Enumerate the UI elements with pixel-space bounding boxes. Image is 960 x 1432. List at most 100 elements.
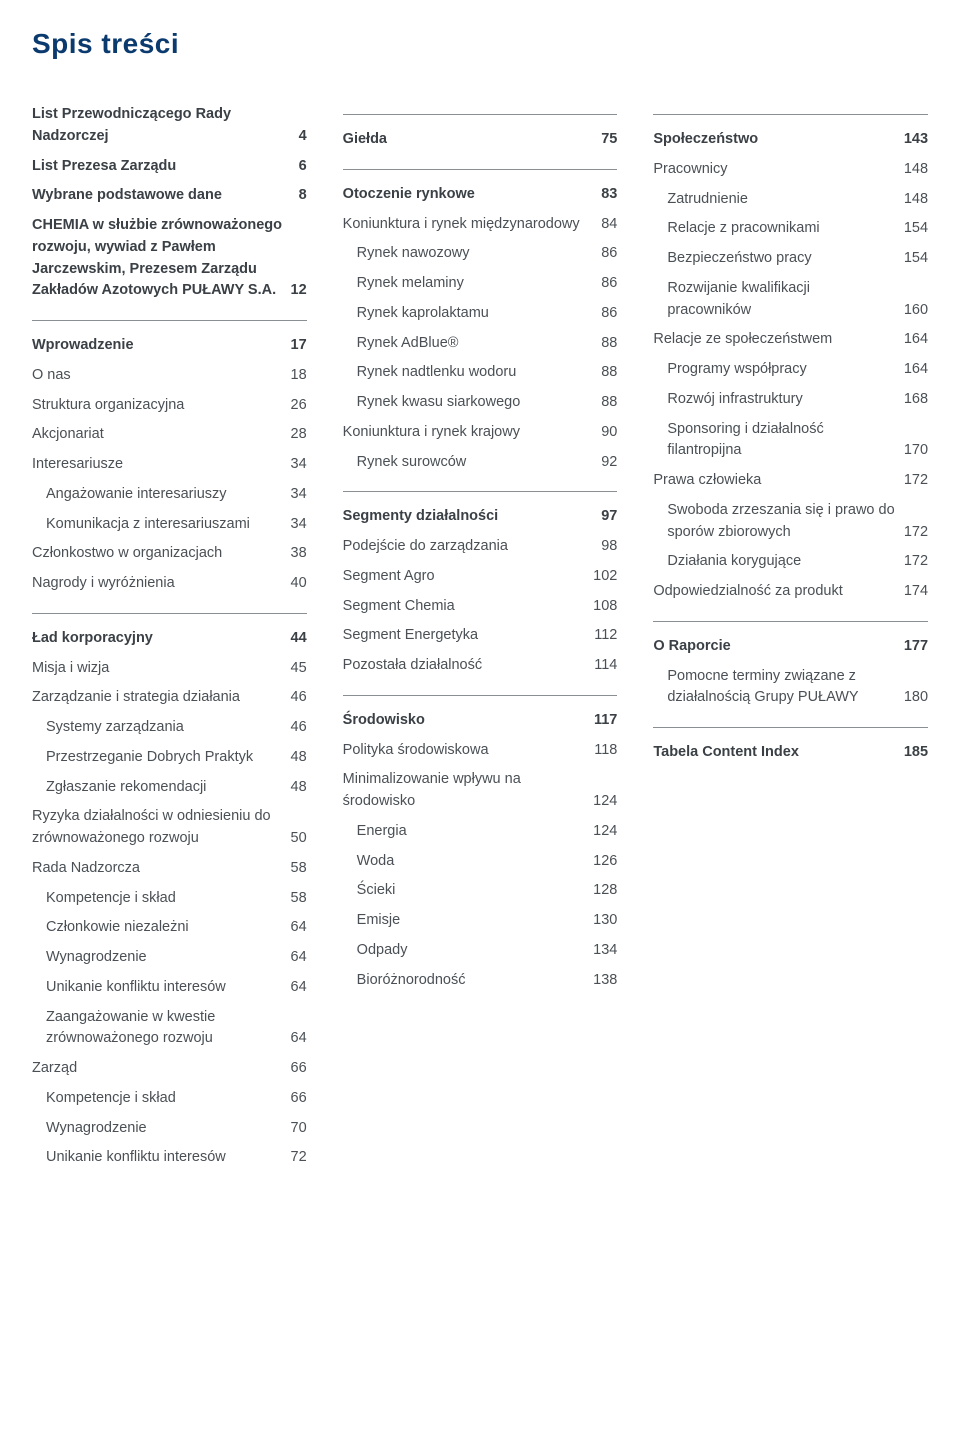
toc-label: Interesariusze	[32, 454, 291, 476]
toc-label: Unikanie konfliktu interesów	[32, 977, 291, 999]
toc-row: Woda126	[343, 847, 618, 877]
toc-page-number: 130	[593, 910, 617, 932]
toc-page-number: 126	[593, 851, 617, 873]
separator	[343, 491, 618, 492]
toc-column-2: Giełda75Otoczenie rynkowe83Koniunktura i…	[343, 100, 618, 1173]
toc-row: Unikanie konfliktu interesów72	[32, 1143, 307, 1173]
toc-row: Koniunktura i rynek międzynarodowy84	[343, 210, 618, 240]
toc-row: Bezpieczeństwo pracy154	[653, 244, 928, 274]
toc-label: Relacje z pracownikami	[653, 218, 903, 240]
toc-row: Unikanie konfliktu interesów64	[32, 973, 307, 1003]
toc-label: Segment Energetyka	[343, 625, 595, 647]
toc-row: O nas18	[32, 361, 307, 391]
toc-label: Segment Chemia	[343, 596, 593, 618]
toc-label: Pomocne terminy związane z działalnością…	[653, 666, 903, 710]
toc-page-number: 180	[904, 687, 928, 709]
toc-label: Nagrody i wyróżnienia	[32, 573, 291, 595]
toc-row: Ład korporacyjny44	[32, 624, 307, 654]
toc-row: Wynagrodzenie70	[32, 1114, 307, 1144]
toc-label: Systemy zarządzania	[32, 717, 291, 739]
toc-row: Rozwijanie kwalifikacji pracowników160	[653, 274, 928, 326]
toc-row: Pracownicy148	[653, 155, 928, 185]
toc-row: CHEMIA w służbie zrównoważonego rozwoju,…	[32, 211, 307, 306]
toc-page-number: 118	[594, 740, 617, 762]
toc-label: Wybrane podstawowe dane	[32, 185, 299, 207]
toc-label: Koniunktura i rynek międzynarodowy	[343, 214, 602, 236]
toc-label: Kompetencje i skład	[32, 1088, 291, 1110]
toc-row: Pomocne terminy związane z działalnością…	[653, 662, 928, 714]
toc-row: Interesariusze34	[32, 450, 307, 480]
toc-row: Wynagrodzenie64	[32, 943, 307, 973]
toc-label: Koniunktura i rynek krajowy	[343, 422, 602, 444]
toc-page-number: 75	[601, 129, 617, 151]
toc-row: Programy współpracy164	[653, 355, 928, 385]
toc-row: Segment Energetyka112	[343, 621, 618, 651]
toc-row: Odpady134	[343, 936, 618, 966]
toc-page-number: 28	[291, 424, 307, 446]
toc-row: Rynek nadtlenku wodoru88	[343, 358, 618, 388]
toc-page-number: 128	[593, 880, 617, 902]
toc-label: Odpowiedzialność za produkt	[653, 581, 903, 603]
toc-label: List Przewodniczącego Rady Nadzorczej	[32, 104, 299, 148]
toc-page-number: 88	[601, 333, 617, 355]
toc-page-number: 40	[291, 573, 307, 595]
toc-label: Rynek kaprolaktamu	[343, 303, 602, 325]
toc-page-number: 66	[291, 1088, 307, 1110]
toc-row: List Prezesa Zarządu6	[32, 152, 307, 182]
toc-label: Komunikacja z interesariuszami	[32, 514, 291, 536]
toc-row: Zatrudnienie148	[653, 185, 928, 215]
toc-page-number: 164	[904, 329, 928, 351]
toc-row: Relacje z pracownikami154	[653, 214, 928, 244]
toc-label: Przestrzeganie Dobrych Praktyk	[32, 747, 291, 769]
toc-label: O nas	[32, 365, 291, 387]
toc-page-number: 34	[291, 454, 307, 476]
toc-label: Odpady	[343, 940, 593, 962]
toc-page-number: 17	[291, 335, 307, 357]
toc-page-number: 174	[904, 581, 928, 603]
toc-row: Systemy zarządzania46	[32, 713, 307, 743]
toc-page-number: 172	[904, 522, 928, 544]
toc-page-number: 88	[601, 362, 617, 384]
toc-row: Polityka środowiskowa118	[343, 736, 618, 766]
toc-row: Emisje130	[343, 906, 618, 936]
toc-row: Segmenty działalności97	[343, 502, 618, 532]
toc-page-number: 148	[904, 159, 928, 181]
toc-label: Emisje	[343, 910, 593, 932]
toc-row: Sponsoring i działalność filantropijna17…	[653, 415, 928, 467]
separator	[653, 621, 928, 622]
toc-label: Społeczeństwo	[653, 129, 903, 151]
toc-page-number: 134	[593, 940, 617, 962]
toc-row: Ścieki128	[343, 876, 618, 906]
toc-page-number: 138	[593, 970, 617, 992]
toc-label: Rynek AdBlue®	[343, 333, 602, 355]
toc-row: Otoczenie rynkowe83	[343, 180, 618, 210]
toc-page-number: 58	[291, 858, 307, 880]
toc-label: O Raporcie	[653, 636, 903, 658]
toc-label: Rozwój infrastruktury	[653, 389, 903, 411]
toc-row: Segment Chemia108	[343, 592, 618, 622]
toc-label: Rynek melaminy	[343, 273, 602, 295]
toc-row: O Raporcie177	[653, 632, 928, 662]
separator	[32, 320, 307, 321]
separator	[343, 114, 618, 115]
toc-row: Wprowadzenie17	[32, 331, 307, 361]
toc-row: Kompetencje i skład58	[32, 884, 307, 914]
toc-row: Koniunktura i rynek krajowy90	[343, 418, 618, 448]
toc-label: Podejście do zarządzania	[343, 536, 602, 558]
toc-label: Zgłaszanie rekomendacji	[32, 777, 291, 799]
toc-page-number: 88	[601, 392, 617, 414]
toc-label: Zarząd	[32, 1058, 291, 1080]
toc-page-number: 64	[291, 917, 307, 939]
toc-row: Nagrody i wyróżnienia40	[32, 569, 307, 599]
toc-row: Przestrzeganie Dobrych Praktyk48	[32, 743, 307, 773]
toc-row: Społeczeństwo143	[653, 125, 928, 155]
toc-row: Rynek nawozowy86	[343, 239, 618, 269]
toc-row: Rynek surowców92	[343, 448, 618, 478]
toc-page-number: 70	[291, 1118, 307, 1140]
toc-label: Bioróżnorodność	[343, 970, 593, 992]
toc-row: Ryzyka działalności w odniesieniu do zró…	[32, 802, 307, 854]
toc-page-number: 86	[601, 273, 617, 295]
toc-label: Tabela Content Index	[653, 742, 903, 764]
toc-label: Misja i wizja	[32, 658, 291, 680]
toc-row: Pozostała działalność114	[343, 651, 618, 681]
